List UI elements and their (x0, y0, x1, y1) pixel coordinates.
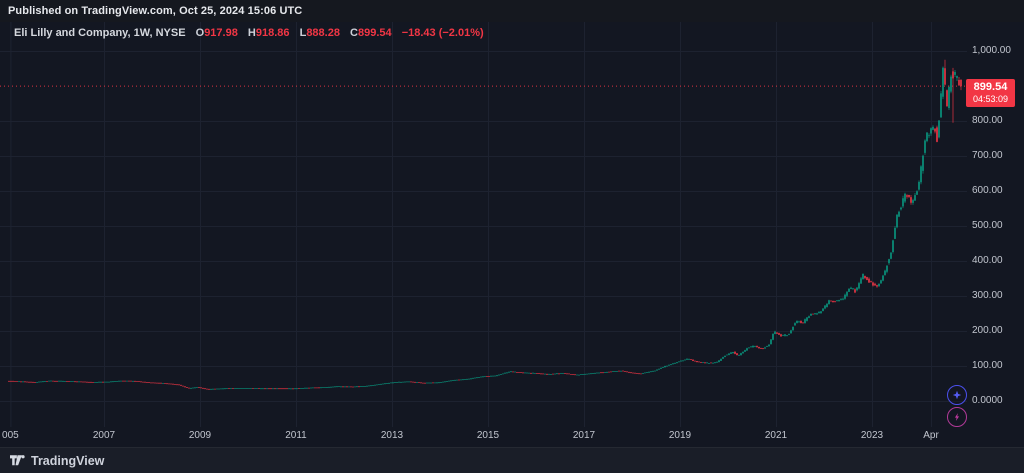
price-axis-label: 100.00 (972, 360, 1003, 371)
published-text: Published on TradingView.com, Oct 25, 20… (8, 5, 303, 17)
price-axis-label: 300.00 (972, 290, 1003, 301)
time-axis-label: 2009 (188, 430, 212, 441)
price-axis-label: 200.00 (972, 325, 1003, 336)
time-axis-label: Apr (923, 430, 939, 441)
time-axis-label: 2017 (572, 430, 596, 441)
ohlc-high-value: 918.86 (255, 27, 290, 39)
down-candle-wicks (8, 59, 962, 390)
footer-bar: TradingView (0, 447, 1024, 473)
time-axis-label: 2013 (380, 430, 404, 441)
published-bar: Published on TradingView.com, Oct 25, 20… (0, 0, 1024, 22)
time-axis-label: 2011 (285, 430, 307, 441)
time-axis-label: 2019 (668, 430, 692, 441)
tradingview-brand-text: TradingView (31, 454, 105, 468)
lightning-bolt-icon (954, 413, 960, 421)
symbol-title: Eli Lilly and Company, 1W, NYSE (14, 27, 186, 39)
price-axis-label: 600.00 (972, 185, 1003, 196)
price-axis-label: 500.00 (972, 220, 1003, 231)
price-axis-label: 400.00 (972, 255, 1003, 266)
time-axis-label: 2021 (764, 430, 788, 441)
tradingview-logo[interactable]: TradingView (10, 454, 104, 468)
time-axis-label: 2007 (92, 430, 116, 441)
ohlc-low-value: 888.28 (306, 27, 340, 39)
up-candle-bodies (18, 67, 958, 390)
bar-countdown: 04:53:09 (972, 94, 1009, 104)
down-candle-bodies (8, 68, 962, 390)
time-axis-label: 2023 (860, 430, 884, 441)
sparkle-button[interactable] (947, 385, 967, 405)
price-axis-label: 0.0000 (972, 395, 1003, 406)
time-axis-label: 005 (2, 430, 19, 441)
four-point-star-icon (952, 390, 962, 400)
ohlc-open-key: O (195, 27, 205, 39)
last-price-value: 899.54 (973, 81, 1008, 93)
price-axis-label: 800.00 (972, 115, 1003, 126)
change-value: −18.43 (−2.01%) (401, 27, 484, 39)
last-price-label: 899.54 04:53:09 (966, 79, 1015, 107)
ohlc-close-key: C (350, 27, 358, 39)
price-axis-label: 700.00 (972, 150, 1003, 161)
ohlc-low-key: L (299, 27, 307, 39)
ohlc-high-key: H (247, 27, 256, 39)
lightning-button[interactable] (947, 407, 967, 427)
price-axis-label: 1,000.00 (972, 45, 1011, 56)
tradingview-mark-icon (10, 454, 25, 465)
ohlc-open-value: 917.98 (204, 27, 238, 39)
time-axis-label: 2015 (476, 430, 500, 441)
symbol-legend[interactable]: Eli Lilly and Company, 1W, NYSE O917.98 … (14, 27, 484, 39)
ohlc-close-value: 899.54 (357, 27, 392, 39)
